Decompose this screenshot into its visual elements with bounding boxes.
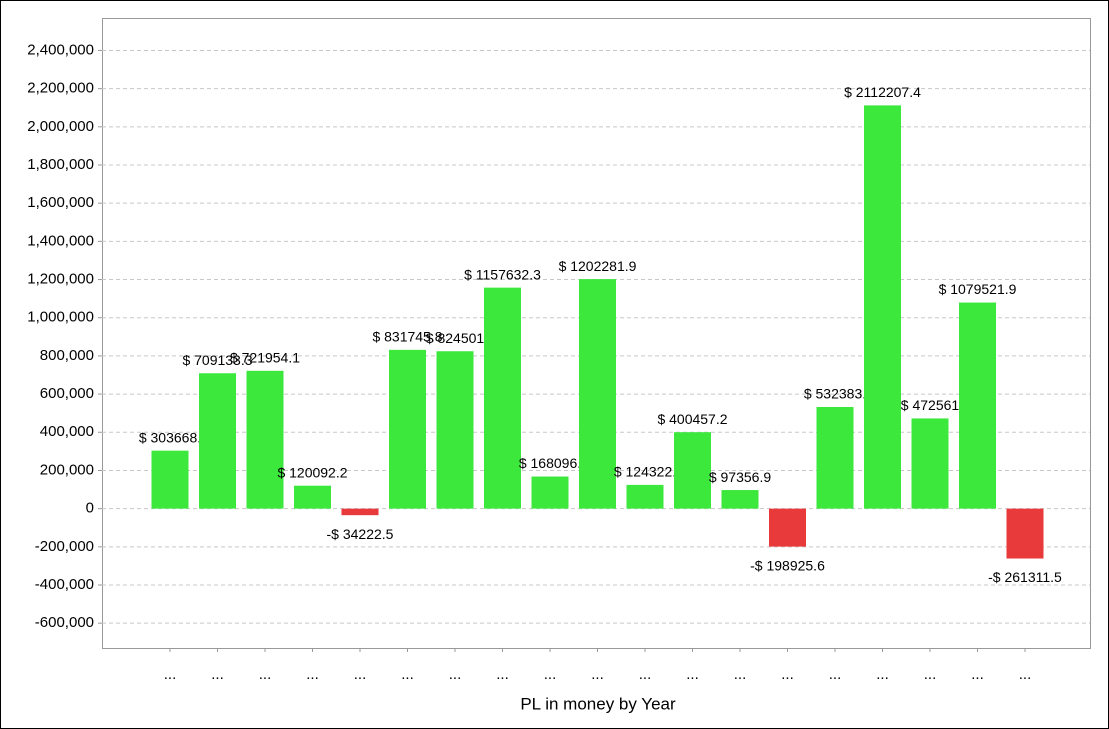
x-tick-label: ... (496, 666, 509, 683)
bar (721, 490, 759, 509)
y-tick-label: 1,800,000 (27, 156, 94, 173)
y-tick-label: 200,000 (40, 461, 94, 478)
bar (864, 105, 901, 509)
bar (436, 351, 474, 509)
bar (579, 279, 616, 509)
y-tick-label: 1,400,000 (27, 232, 94, 249)
y-tick-label: 1,600,000 (27, 194, 94, 211)
x-tick-label: ... (449, 666, 462, 683)
y-tick-label: -200,000 (35, 538, 94, 555)
y-tick-label: -400,000 (35, 576, 94, 593)
y-tick-label: -600,000 (35, 614, 94, 631)
bar (959, 302, 996, 509)
y-tick-label: 800,000 (40, 347, 94, 364)
y-tick-label: 600,000 (40, 385, 94, 402)
x-tick-label: ... (591, 666, 604, 683)
bar (341, 508, 379, 516)
data-label: $ 472561 (901, 397, 960, 413)
x-tick-label: ... (401, 666, 414, 683)
y-tick-label: 2,000,000 (27, 118, 94, 135)
data-label: $ 303668. (139, 429, 201, 445)
x-tick-label: ... (306, 666, 319, 683)
data-label: $ 2112207.4 (844, 84, 921, 100)
data-label: $ 168096. (519, 455, 581, 471)
x-tick-label: ... (876, 666, 889, 683)
bar (674, 432, 711, 509)
data-label: $ 1157632.3 (464, 266, 541, 282)
x-tick-label: ... (781, 666, 794, 683)
data-label: $ 824501 (426, 330, 485, 346)
x-axis-label: PL in money by Year (520, 694, 676, 713)
x-tick-label: ... (544, 666, 557, 683)
x-tick-label: ... (211, 666, 224, 683)
x-tick-label: ... (686, 666, 699, 683)
data-label: -$ 261311.5 (988, 569, 1062, 585)
data-label: $ 97356.9 (709, 469, 771, 485)
y-tick-label: 0 (86, 500, 94, 517)
data-label: $ 124322. (614, 464, 676, 480)
y-tick-label: 400,000 (40, 423, 94, 440)
data-label: $ 120092.2 (277, 464, 347, 480)
x-tick-label: ... (639, 666, 652, 683)
bar (246, 370, 284, 509)
data-label: $ 532383. (804, 386, 866, 402)
bar (199, 373, 236, 509)
y-tick-label: 1,200,000 (27, 271, 94, 288)
data-label: $ 709133.3 (182, 352, 252, 368)
bar (531, 476, 569, 509)
bar (911, 418, 949, 509)
data-label: -$ 198925.6 (750, 557, 825, 573)
bar (816, 406, 854, 509)
bar (1006, 508, 1044, 559)
x-tick-label: ... (259, 666, 272, 683)
data-label: -$ 34222.5 (327, 526, 394, 542)
data-label: $ 721954.1 (230, 350, 300, 366)
data-label: $ 1079521.9 (939, 281, 1017, 297)
data-label: $ 1202281.9 (559, 258, 637, 274)
x-tick-label: ... (1019, 666, 1032, 683)
data-label: $ 400457.2 (657, 411, 727, 427)
x-tick-label: ... (734, 666, 747, 683)
bar (769, 508, 806, 547)
x-tick-label: ... (924, 666, 937, 683)
bar (389, 349, 426, 509)
x-tick-label: ... (971, 666, 984, 683)
data-label: $ 831745.8 (372, 329, 442, 345)
y-tick-label: 2,400,000 (27, 41, 94, 58)
x-tick-label: ... (829, 666, 842, 683)
y-tick-label: 2,200,000 (27, 80, 94, 97)
x-tick-label: ... (354, 666, 367, 683)
bar (151, 450, 189, 509)
bar (294, 485, 331, 509)
bar (484, 287, 521, 509)
bar (626, 484, 664, 509)
x-tick-label: ... (164, 666, 177, 683)
y-tick-label: 1,000,000 (27, 309, 94, 326)
